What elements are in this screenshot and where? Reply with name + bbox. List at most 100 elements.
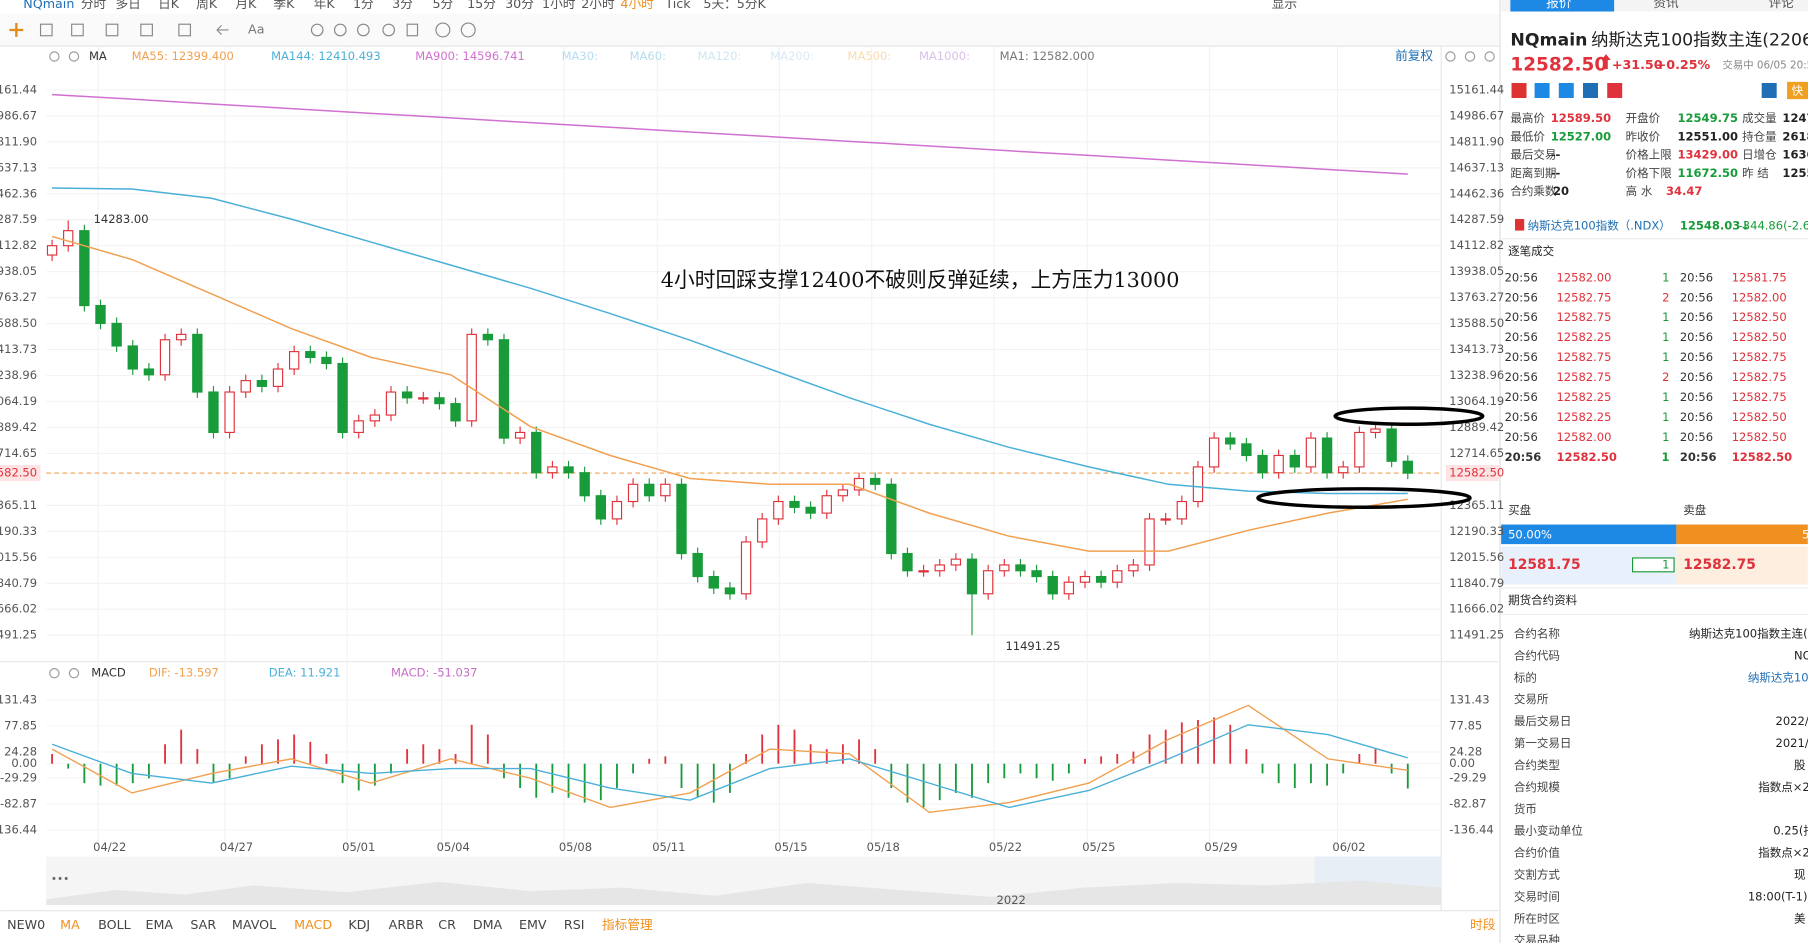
icon[interactable] xyxy=(178,23,191,37)
icon[interactable] xyxy=(105,23,119,37)
tab[interactable]: NQmain xyxy=(23,0,74,11)
tab[interactable]: 多日 xyxy=(115,0,140,11)
candle-body xyxy=(321,356,332,365)
icon[interactable] xyxy=(140,23,153,37)
legend-entry: MA1000: xyxy=(919,49,970,63)
candle-body xyxy=(1031,570,1042,578)
icon[interactable] xyxy=(68,668,80,679)
icon[interactable] xyxy=(435,22,451,38)
change: +31.50 xyxy=(1612,57,1663,72)
candle-body xyxy=(531,431,542,474)
icon[interactable] xyxy=(1558,83,1574,98)
active-tab[interactable] xyxy=(1510,0,1615,12)
indicator-tab[interactable]: EMA xyxy=(145,917,173,932)
tab[interactable]: 5分 xyxy=(433,0,454,11)
icon[interactable] xyxy=(1534,83,1550,98)
icon[interactable] xyxy=(1761,83,1777,98)
tab[interactable]: 日K xyxy=(158,0,180,11)
stat-label: 合约乘数 xyxy=(1510,184,1557,198)
tab[interactable]: 15分 xyxy=(467,0,496,11)
indicator-tab[interactable]: MACD xyxy=(294,917,332,932)
indicator-tab[interactable]: NEW0 xyxy=(7,917,45,932)
icon[interactable] xyxy=(1484,51,1495,62)
tab[interactable]: 5天：5分K xyxy=(703,0,766,11)
icon[interactable] xyxy=(9,23,24,37)
tab[interactable]: 1分 xyxy=(353,0,374,11)
icon[interactable] xyxy=(1445,51,1456,62)
y-tick-label: 14112.82 xyxy=(1449,238,1504,252)
tab[interactable]: 周K xyxy=(196,0,218,11)
tool[interactable]: Aa xyxy=(248,21,264,36)
icon[interactable] xyxy=(1464,51,1476,62)
candle-body xyxy=(1208,437,1220,468)
panel-tab[interactable]: 资讯 xyxy=(1653,0,1679,10)
icon[interactable] xyxy=(460,22,476,38)
indicator-tab[interactable]: MA xyxy=(60,917,80,932)
indicator-tab[interactable]: BOLL xyxy=(98,917,131,932)
x-tick-label: 04/22 xyxy=(93,840,126,854)
ma-line xyxy=(51,235,1408,552)
trade-time: 20:56 xyxy=(1505,450,1542,464)
panel-icons xyxy=(1501,81,1808,616)
icon[interactable] xyxy=(49,51,60,62)
tab[interactable]: 3分 xyxy=(392,0,413,11)
indicator-tab[interactable]: DMA xyxy=(473,917,503,932)
scroll-handle[interactable]: ••• xyxy=(51,874,69,886)
adjust-button[interactable]: 前复权 xyxy=(1395,48,1433,63)
tab[interactable]: 1小时 xyxy=(542,0,576,11)
panel-header xyxy=(1501,0,1808,12)
indicator-tab[interactable]: ARBR xyxy=(389,917,424,932)
icon[interactable] xyxy=(310,23,324,37)
y-tick-label: 12365.11 xyxy=(0,498,37,512)
icon[interactable] xyxy=(382,23,396,37)
tab[interactable]: 季K xyxy=(273,0,295,11)
info-label: 交易品种 xyxy=(1514,933,1560,943)
legend-entry: MA60: xyxy=(630,49,666,63)
tab[interactable]: Tick xyxy=(664,0,691,11)
tab[interactable]: 显示 xyxy=(1272,0,1297,11)
panel-tab[interactable]: 评论 xyxy=(1769,0,1795,10)
quick-button[interactable] xyxy=(1787,81,1808,100)
bid-price: 12581.75 xyxy=(1508,557,1581,573)
tab[interactable]: 2小时 xyxy=(581,0,615,11)
tab[interactable]: 月K xyxy=(235,0,257,11)
tab[interactable]: 年K xyxy=(314,0,336,11)
panel-tab[interactable]: 报价 xyxy=(1546,0,1572,10)
icon[interactable] xyxy=(406,23,419,37)
y-tick-label: 77.85 xyxy=(1449,718,1482,732)
icon[interactable] xyxy=(356,23,370,37)
indicator-name[interactable]: MACD xyxy=(91,666,126,680)
icon[interactable] xyxy=(39,23,53,37)
candle-body xyxy=(1386,428,1397,462)
indicator-tab[interactable]: RSI xyxy=(564,917,585,932)
icon[interactable] xyxy=(1607,83,1623,98)
indicator-tab[interactable]: CR xyxy=(438,917,456,932)
candle-body xyxy=(1289,454,1300,468)
icon[interactable] xyxy=(68,51,80,62)
tab[interactable]: 4小时 xyxy=(620,0,654,11)
candle-body xyxy=(1095,575,1107,583)
candle-body xyxy=(1402,460,1413,474)
icon[interactable] xyxy=(49,668,60,679)
tab[interactable]: 30分 xyxy=(505,0,534,11)
indicator-tab[interactable]: 指标管理 xyxy=(602,917,653,932)
indicator-tab[interactable]: KDJ xyxy=(348,917,370,932)
tab[interactable]: 分时 xyxy=(81,0,107,11)
indicator-tab[interactable]: EMV xyxy=(519,917,547,932)
info-value: 0.25(指 xyxy=(1773,824,1808,838)
info-label: 合约价值 xyxy=(1514,846,1561,860)
info-label: 合约代码 xyxy=(1514,648,1560,662)
icon[interactable] xyxy=(216,24,229,35)
icon[interactable] xyxy=(1583,83,1598,98)
icon[interactable] xyxy=(71,23,84,37)
buy-label: 买盘 xyxy=(1508,503,1531,517)
session-button[interactable]: 时段 xyxy=(1470,917,1496,932)
indicator-name[interactable]: MA xyxy=(89,49,107,63)
info-label: 货币 xyxy=(1514,802,1537,816)
stat-label: 持仓量 xyxy=(1742,129,1777,143)
icon[interactable] xyxy=(1511,83,1527,98)
indicator-tab[interactable]: MAVOL xyxy=(232,917,276,932)
indicator-tab[interactable]: SAR xyxy=(190,917,216,932)
index-name[interactable]: 纳斯达克100指数（.NDX） xyxy=(1528,218,1671,232)
icon[interactable] xyxy=(333,23,347,37)
